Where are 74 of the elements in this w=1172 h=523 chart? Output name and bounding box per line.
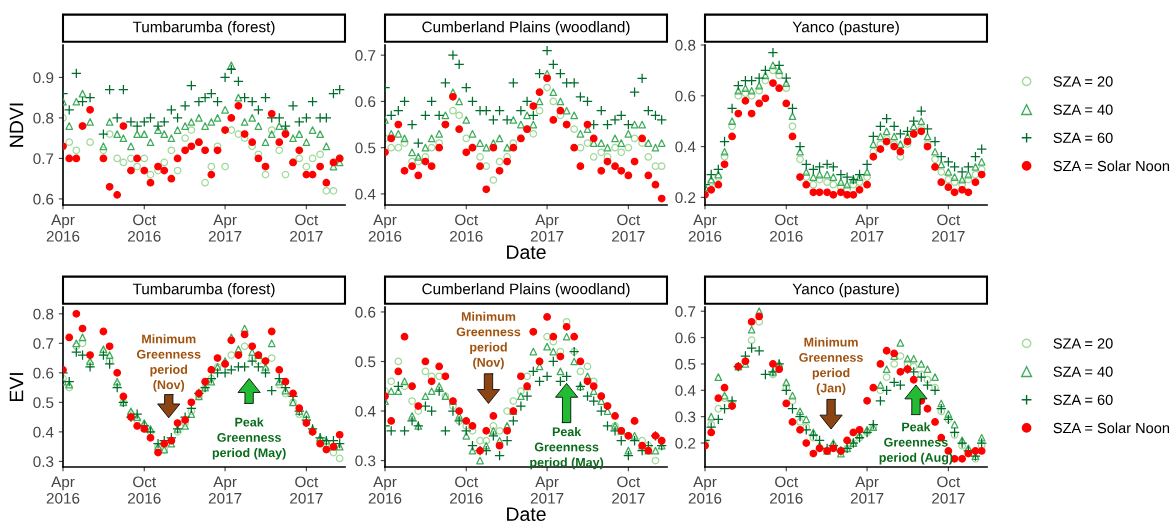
- y-tick-label: 0.5: [355, 356, 376, 368]
- y-tick-label: 0.8: [33, 112, 54, 124]
- y-axis-title: NDVI: [9, 103, 24, 147]
- x-tick-label: Apr 2016: [46, 214, 80, 242]
- y-tick-label: 0.7: [355, 50, 376, 61]
- y-tick-label: 0.6: [675, 90, 696, 102]
- x-tick-label: Apr 2017: [850, 214, 884, 242]
- legend-label: SZA = Solar Noon: [1053, 160, 1170, 172]
- x-tick-label: Oct 2017: [290, 476, 323, 504]
- y-tick-label: 0.8: [675, 39, 696, 51]
- x-tick-label: Oct 2017: [612, 214, 645, 242]
- x-tick-label: Apr 2016: [368, 476, 402, 504]
- x-tick-label: Oct 2017: [932, 476, 965, 504]
- y-tick-label: 0.6: [33, 193, 54, 205]
- x-tick-label: Apr 2017: [530, 214, 564, 242]
- x-tick-label: Apr 2016: [688, 476, 722, 504]
- legend-label: SZA = 60: [1053, 394, 1113, 405]
- y-tick-label: 0.5: [33, 397, 54, 409]
- y-tick-label: 0.3: [355, 455, 376, 467]
- y-tick-label: 0.9: [33, 72, 54, 84]
- y-axis-title: EVI: [9, 373, 24, 402]
- x-tick-label: Apr 2017: [208, 476, 242, 504]
- x-axis-title: Date: [507, 245, 546, 260]
- y-tick-label: 0.3: [33, 456, 54, 468]
- y-tick-label: 0.8: [33, 308, 54, 320]
- x-tick-label: Apr 2017: [530, 476, 564, 504]
- y-tick-label: 0.7: [33, 338, 54, 349]
- y-tick-label: 0.6: [675, 332, 696, 344]
- x-tick-label: Oct 2016: [450, 214, 483, 242]
- legend-label: SZA = 40: [1053, 104, 1113, 115]
- x-axis-title: Date: [507, 507, 546, 522]
- legend-label: SZA = Solar Noon: [1053, 422, 1170, 434]
- x-tick-label: Oct 2017: [932, 214, 965, 242]
- y-tick-label: 0.2: [675, 192, 696, 204]
- x-tick-label: Apr 2016: [46, 476, 80, 504]
- y-tick-label: 0.6: [355, 306, 376, 318]
- x-tick-label: Oct 2016: [128, 214, 161, 242]
- y-tick-label: 0.7: [675, 306, 696, 317]
- y-tick-label: 0.5: [675, 358, 696, 370]
- x-tick-label: Oct 2016: [128, 476, 161, 504]
- legend-label: SZA = 20: [1053, 338, 1113, 349]
- annotation: Peak Greenness period (May): [212, 417, 286, 460]
- chart-title: Tumbarumba (forest): [132, 283, 275, 298]
- x-tick-label: Oct 2017: [290, 214, 323, 242]
- y-tick-label: 0.4: [33, 426, 54, 438]
- chart-title: Cumberland Plains (woodland): [422, 21, 630, 36]
- chart-title: Yanco (pasture): [792, 21, 899, 36]
- y-tick-label: 0.3: [675, 411, 696, 423]
- x-tick-label: Oct 2017: [612, 476, 645, 504]
- legend-label: SZA = 60: [1053, 132, 1113, 143]
- chart-title: Cumberland Plains (woodland): [422, 283, 630, 298]
- y-tick-label: 0.4: [675, 141, 696, 153]
- y-tick-label: 0.4: [675, 385, 696, 396]
- x-tick-label: Oct 2016: [770, 214, 803, 242]
- y-tick-label: 0.6: [355, 96, 376, 108]
- x-tick-label: Apr 2017: [850, 476, 884, 504]
- y-tick-label: 0.4: [355, 405, 376, 417]
- chart-title: Yanco (pasture): [792, 283, 899, 298]
- x-tick-label: Apr 2016: [688, 214, 722, 242]
- y-tick-label: 0.2: [675, 437, 696, 449]
- y-tick-label: 0.7: [33, 153, 54, 165]
- annotation: Minimum Greenness period (Jan): [799, 337, 863, 395]
- y-tick-label: 0.6: [33, 367, 54, 379]
- y-tick-label: 0.4: [355, 188, 376, 200]
- annotation: Minimum Greenness period (Nov): [136, 334, 201, 392]
- y-tick-label: 0.5: [355, 142, 376, 154]
- legend-label: SZA = 20: [1053, 76, 1113, 87]
- legend-label: SZA = 40: [1053, 366, 1113, 377]
- chart-title: Tumbarumba (forest): [132, 21, 275, 36]
- annotation: Minimum Greenness period (Nov): [456, 311, 521, 370]
- x-tick-label: Oct 2016: [770, 476, 803, 504]
- x-tick-label: Apr 2017: [208, 214, 242, 242]
- x-tick-label: Oct 2016: [450, 476, 483, 504]
- x-tick-label: Apr 2016: [368, 214, 402, 242]
